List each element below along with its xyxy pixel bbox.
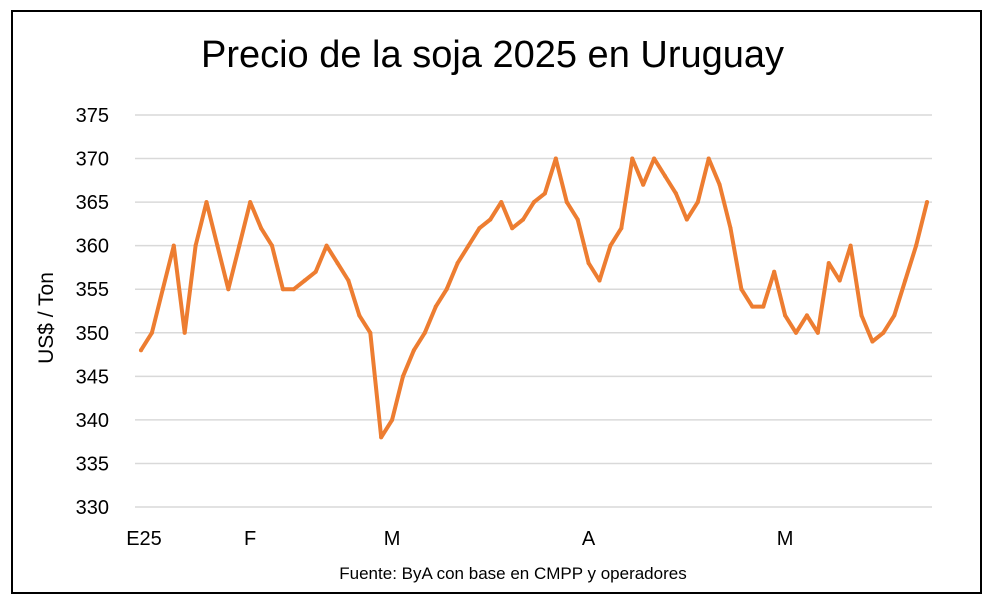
data-point [477,226,482,231]
data-point [772,269,777,274]
x-tick-label: M [384,528,401,550]
x-tick-label: F [244,528,256,550]
data-point [673,191,678,196]
y-tick-label: 345 [76,366,109,388]
data-point [564,200,569,205]
data-point [597,278,602,283]
data-point [335,261,340,266]
data-point [270,243,274,248]
y-tick-label: 360 [76,236,109,258]
data-point [903,278,908,283]
data-point [684,217,689,222]
data-point [804,313,809,318]
y-tick-label: 335 [76,453,109,475]
data-point [226,287,231,292]
data-point [455,261,460,266]
data-point [160,287,165,292]
data-point [761,304,766,309]
x-tick-label: M [777,528,794,550]
data-point [521,217,526,222]
x-tick-label: A [582,528,596,550]
y-tick-label: 340 [76,410,109,432]
y-axis-label: US$ / Ton [35,272,58,364]
chart-title: Precio de la soja 2025 en Uruguay [200,34,785,76]
data-point [149,330,154,335]
x-tick-label: E25 [126,528,162,550]
data-point [794,330,798,335]
data-point [357,313,362,318]
y-tick-label: 355 [76,279,109,301]
y-tick-label: 370 [76,149,109,171]
y-tick-label: 375 [76,105,109,127]
data-point [848,243,853,248]
data-point [630,156,635,161]
data-point [542,191,547,196]
data-point [433,304,438,309]
data-point [346,278,351,283]
data-point [499,200,504,205]
data-point [728,226,733,231]
data-point [444,287,449,292]
data-point [652,156,657,161]
data-point [739,287,744,292]
data-point [139,348,143,353]
data-point [171,243,176,248]
data-point [379,435,384,440]
data-point [422,330,427,335]
data-point [324,243,329,248]
data-point [608,243,613,248]
data-point [619,226,624,231]
data-point [291,287,296,292]
data-point [783,313,788,318]
data-point [914,243,919,248]
chart-frame [11,10,982,594]
data-point [368,330,373,335]
data-point [390,417,395,422]
data-point [259,226,264,231]
data-point [826,261,831,266]
data-point [695,200,700,205]
data-point [750,304,755,309]
data-point [248,200,253,205]
series-line-group [139,156,929,440]
data-point [815,330,820,335]
data-point [837,278,842,283]
y-tick-labels: 330 335 340 345 350 355 360 365 370 375 [76,105,109,519]
data-point [925,200,929,205]
data-point [182,330,187,335]
data-point [411,348,416,353]
data-point [510,226,515,231]
data-point [302,278,307,283]
data-point [401,374,405,379]
data-point [641,182,646,187]
y-tick-label: 330 [76,497,109,519]
data-point [532,200,536,205]
data-point [892,313,897,318]
x-tick-labels: E25 F M A M [126,528,793,550]
data-point [204,200,209,205]
y-tick-label: 350 [76,323,109,345]
data-point [193,243,198,248]
data-point [215,243,220,248]
data-point [237,243,242,248]
data-point [881,330,886,335]
data-point [859,313,864,318]
data-point [706,156,711,161]
data-point [553,156,558,161]
data-point [663,173,667,178]
data-point [586,261,591,266]
data-point [466,243,471,248]
source-note: Fuente: ByA con base en CMPP y operadore… [339,564,687,583]
data-point [575,217,580,222]
data-point [870,339,875,344]
data-point [717,182,722,187]
y-tick-label: 365 [76,192,109,214]
data-point [313,269,318,274]
data-point [280,287,285,292]
gridlines [135,114,932,508]
data-point [488,217,493,222]
